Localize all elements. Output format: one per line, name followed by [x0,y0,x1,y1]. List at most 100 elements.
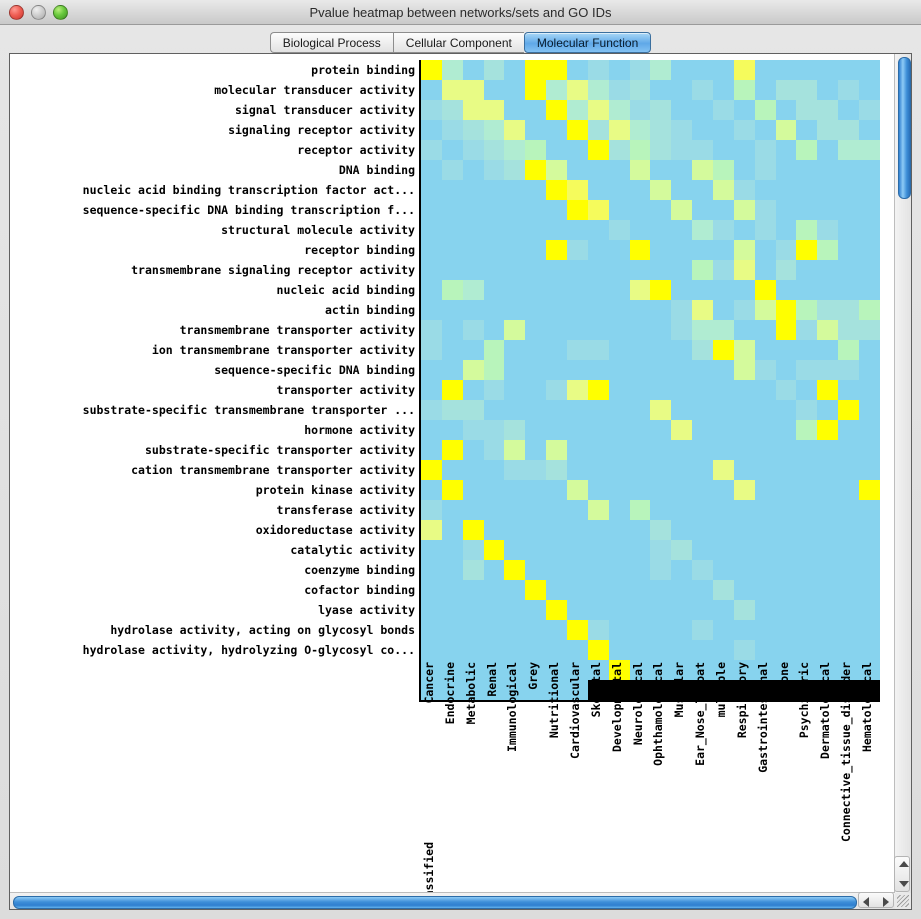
resize-grip-icon[interactable] [897,895,909,907]
heatmap-cell [859,640,880,660]
heatmap-cell [483,140,505,160]
heatmap-cell [671,640,693,660]
heatmap-cell [671,260,693,280]
heatmap-cell [775,500,797,520]
heatmap-cell [462,220,484,240]
row-label: sequence-specific DNA binding transcript… [82,203,415,217]
heatmap-cell [713,380,734,400]
heatmap-cell [462,500,484,520]
heatmap-cell [796,240,818,260]
heatmap-cell [859,440,880,460]
heatmap-cell [525,280,547,300]
heatmap-cell [441,580,463,600]
heatmap-cell [546,280,568,300]
heatmap-cell [671,100,693,120]
column-label: Gastrointestinal [755,662,770,773]
heatmap-cell [838,560,860,580]
vertical-scroll-track[interactable] [896,55,911,857]
horizontal-scroll-thumb[interactable] [13,896,857,909]
vertical-scrollbar[interactable] [894,54,911,893]
heatmap-cell [650,400,672,420]
heatmap-cell [587,240,609,260]
minimize-button[interactable] [31,4,46,20]
heatmap-cell [504,300,526,320]
heatmap-cell [504,540,526,560]
tab-cellular-component[interactable]: Cellular Component [392,32,524,53]
heatmap-cell [775,100,797,120]
heatmap-cell [421,60,442,80]
heatmap-cell [817,600,839,620]
resize-corner[interactable] [895,893,911,909]
horizontal-scroll-arrows[interactable] [858,892,894,908]
row-label: hydrolase activity, hydrolyzing O-glycos… [82,643,415,657]
column-label: Connective_tissue_disorder [839,662,854,843]
heatmap-cell [817,200,839,220]
heatmap-cell [483,500,505,520]
heatmap-cells [421,60,880,700]
heatmap-cell [462,100,484,120]
heatmap-cell [546,260,568,280]
scroll-left-arrow-icon[interactable] [863,897,869,907]
tab-biological-process[interactable]: Biological Process [269,32,393,53]
row-label: signaling receptor activity [228,123,415,137]
horizontal-scrollbar[interactable] [10,892,895,909]
heatmap-cell [733,60,755,80]
heatmap-cell [692,640,714,660]
zoom-button[interactable] [53,4,68,20]
heatmap-cell [650,180,672,200]
horizontal-scroll-track[interactable] [11,894,859,909]
heatmap-cell [629,640,651,660]
heatmap-cell [775,520,797,540]
heatmap-cell [587,560,609,580]
scroll-right-arrow-icon[interactable] [883,897,889,907]
heatmap-cell [546,480,568,500]
heatmap-cell [692,580,714,600]
heatmap-cell [859,660,880,680]
heatmap-cell [462,560,484,580]
heatmap-cell [817,480,839,500]
heatmap-cell [483,560,505,580]
heatmap-cell [587,380,609,400]
scroll-down-arrow-icon[interactable] [899,881,909,887]
close-button[interactable] [9,4,24,20]
heatmap-cell [483,360,505,380]
heatmap-cell [817,220,839,240]
heatmap-cell [421,560,442,580]
heatmap-cell [838,140,860,160]
heatmap-cell [629,560,651,580]
heatmap-cell [692,620,714,640]
heatmap-cell [504,560,526,580]
heatmap-cell [483,120,505,140]
vertical-scroll-thumb[interactable] [898,57,911,199]
heatmap-cell [567,380,588,400]
heatmap-cell [587,460,609,480]
heatmap-cell [859,460,880,480]
heatmap-cell [817,340,839,360]
heatmap-cell [817,80,839,100]
heatmap-cell [629,280,651,300]
heatmap-cell [775,460,797,480]
heatmap-cell [692,440,714,460]
heatmap-cell [629,460,651,480]
heatmap-cell [796,400,818,420]
heatmap-cell [567,640,588,660]
heatmap-cell [775,600,797,620]
heatmap-cell [629,580,651,600]
heatmap-cell [796,100,818,120]
heatmap-cell [567,240,588,260]
scroll-up-arrow-icon[interactable] [899,861,909,867]
heatmap-cell [629,100,651,120]
heatmap-cell [733,340,755,360]
heatmap-cell [504,420,526,440]
column-label: Metabolic [463,662,478,725]
heatmap-cell [567,300,588,320]
window-titlebar: Pvalue heatmap between networks/sets and… [0,0,921,25]
heatmap-cell [441,200,463,220]
heatmap-cell [462,340,484,360]
vertical-scroll-arrows[interactable] [894,856,910,892]
heatmap-cell [504,400,526,420]
heatmap-cell [546,360,568,380]
heatmap-cell [462,640,484,660]
tab-molecular-function[interactable]: Molecular Function [523,32,652,53]
heatmap-cell [775,560,797,580]
